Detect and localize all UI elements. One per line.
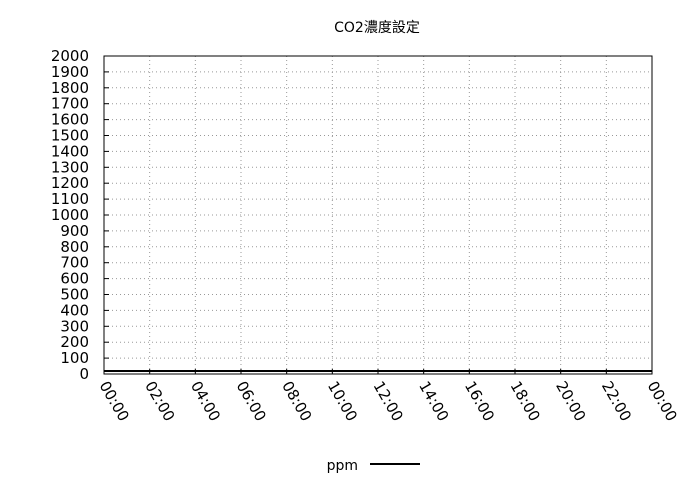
y-tick-label: 0 bbox=[79, 365, 89, 383]
x-tick-label: 22:00 bbox=[598, 378, 635, 424]
grid bbox=[104, 56, 652, 374]
legend-label: ppm bbox=[327, 458, 358, 474]
y-tick-label: 1700 bbox=[51, 95, 89, 113]
y-axis: 0100200300400500600700800900100011001200… bbox=[51, 47, 109, 383]
y-tick-label: 1200 bbox=[51, 174, 89, 192]
y-tick-label: 2000 bbox=[51, 47, 89, 65]
x-tick-label: 00:00 bbox=[644, 378, 680, 424]
x-tick-label: 14:00 bbox=[415, 378, 452, 424]
y-tick-label: 1500 bbox=[51, 127, 89, 145]
y-tick-label: 1800 bbox=[51, 79, 89, 97]
y-tick-label: 800 bbox=[60, 238, 89, 256]
y-tick-label: 1100 bbox=[51, 190, 89, 208]
x-tick-label: 20:00 bbox=[552, 378, 589, 424]
y-tick-label: 100 bbox=[60, 349, 89, 367]
y-tick-label: 200 bbox=[60, 333, 89, 351]
y-tick-label: 500 bbox=[60, 286, 89, 304]
x-tick-label: 02:00 bbox=[141, 378, 178, 424]
x-tick-label: 18:00 bbox=[507, 378, 544, 424]
x-tick-label: 04:00 bbox=[187, 378, 224, 424]
y-tick-label: 1000 bbox=[51, 206, 89, 224]
x-tick-label: 08:00 bbox=[278, 378, 315, 424]
plot-frame bbox=[103, 55, 653, 375]
y-tick-label: 600 bbox=[60, 270, 89, 288]
y-tick-label: 700 bbox=[60, 254, 89, 272]
y-tick-label: 1400 bbox=[51, 142, 89, 160]
legend: ppm bbox=[327, 458, 420, 474]
x-tick-label: 16:00 bbox=[461, 378, 498, 424]
y-tick-label: 300 bbox=[60, 317, 89, 335]
x-tick-label: 00:00 bbox=[96, 378, 133, 424]
y-tick-label: 400 bbox=[60, 301, 89, 319]
y-tick-label: 1600 bbox=[51, 111, 89, 129]
x-tick-label: 06:00 bbox=[233, 378, 270, 424]
x-axis: 00:00 02:00 04:00 06:00 08:00 10:00 12:00 14:00… bbox=[96, 369, 680, 424]
y-tick-label: 1300 bbox=[51, 158, 89, 176]
chart-title: CO2濃度設定 bbox=[334, 20, 420, 36]
y-tick-label: 900 bbox=[60, 222, 89, 240]
y-tick-label: 1900 bbox=[51, 63, 89, 81]
x-tick-label: 10:00 bbox=[324, 378, 361, 424]
x-tick-label: 12:00 bbox=[370, 378, 407, 424]
